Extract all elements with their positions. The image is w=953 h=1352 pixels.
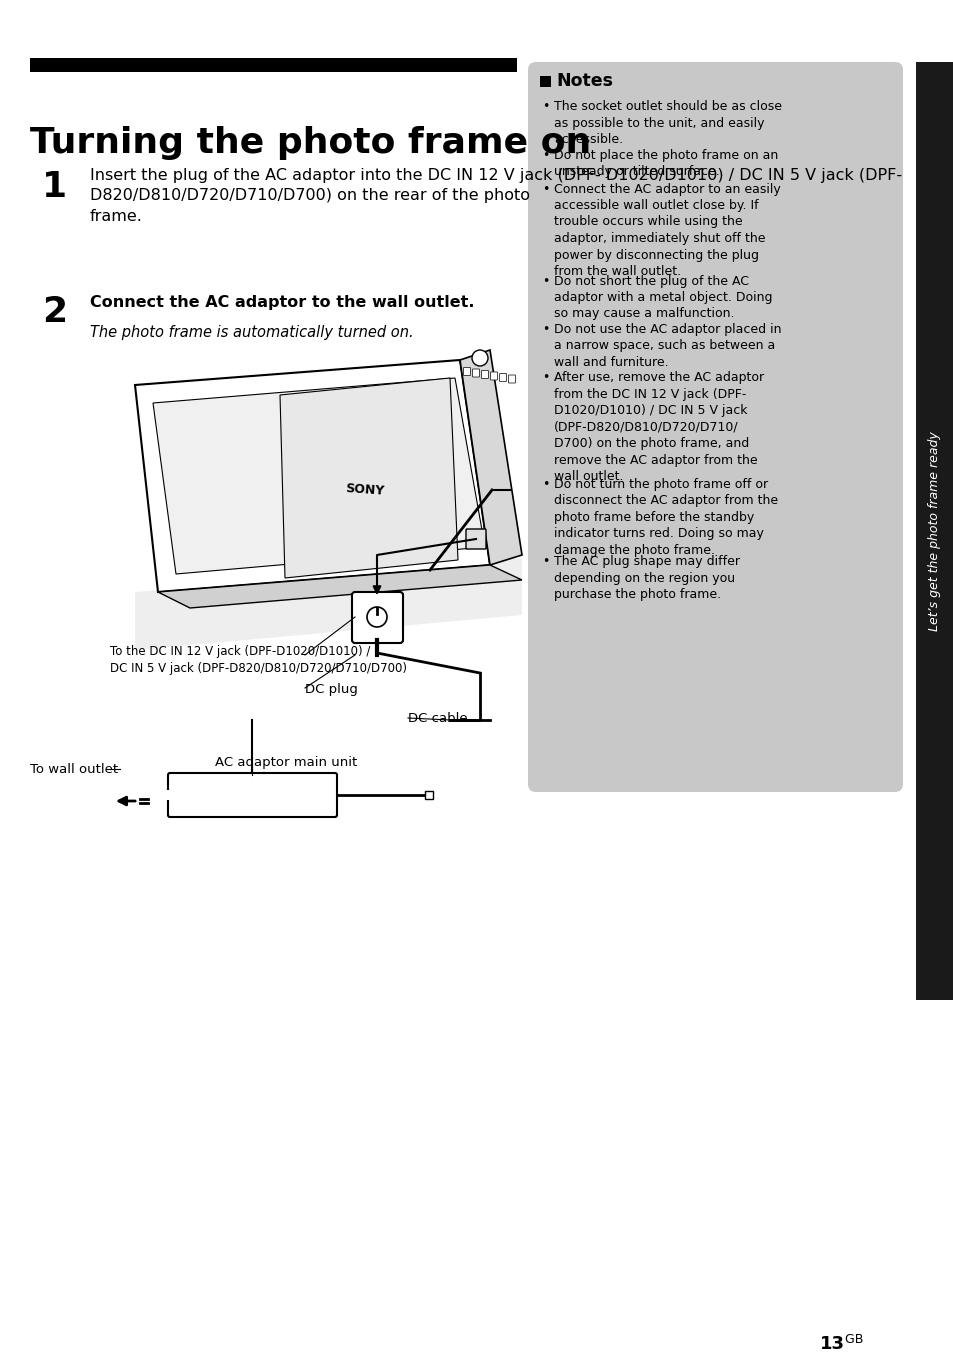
Bar	[148, 790, 170, 800]
FancyBboxPatch shape	[499, 373, 506, 381]
Polygon shape	[459, 350, 521, 565]
FancyBboxPatch shape	[490, 372, 497, 380]
Text: •: •	[541, 100, 549, 114]
Text: Connect the AC adaptor to an easily
accessible wall outlet close by. If
trouble : Connect the AC adaptor to an easily acce…	[554, 183, 780, 279]
Text: •: •	[541, 556, 549, 568]
Bar	[424, 791, 433, 799]
Polygon shape	[280, 379, 457, 579]
Text: •: •	[541, 323, 549, 337]
FancyBboxPatch shape	[472, 369, 479, 377]
Polygon shape	[135, 558, 521, 650]
Text: Connect the AC adaptor to the wall outlet.: Connect the AC adaptor to the wall outle…	[90, 295, 474, 310]
Text: Turning the photo frame on: Turning the photo frame on	[30, 126, 591, 160]
Text: To the DC IN 12 V jack (DPF-D1020/D1010) /
DC IN 5 V jack (DPF-D820/D810/D720/D7: To the DC IN 12 V jack (DPF-D1020/D1010)…	[110, 645, 407, 675]
Text: 13: 13	[820, 1334, 844, 1352]
Text: 2: 2	[42, 295, 67, 329]
Text: 1: 1	[42, 170, 67, 204]
Text: The photo frame is automatically turned on.: The photo frame is automatically turned …	[90, 324, 414, 339]
Text: DC cable: DC cable	[408, 713, 467, 725]
Text: Do not short the plug of the AC
adaptor with a metal object. Doing
so may cause : Do not short the plug of the AC adaptor …	[554, 274, 772, 320]
Text: •: •	[541, 274, 549, 288]
Text: •: •	[541, 479, 549, 491]
FancyBboxPatch shape	[527, 62, 902, 792]
Bar	[30, 58, 517, 72]
Text: The AC plug shape may differ
depending on the region you
purchase the photo fram: The AC plug shape may differ depending o…	[554, 556, 740, 602]
Circle shape	[472, 350, 488, 366]
Text: Do not use the AC adaptor placed in
a narrow space, such as between a
wall and f: Do not use the AC adaptor placed in a na…	[554, 323, 781, 369]
Text: DC plug: DC plug	[305, 683, 357, 696]
FancyBboxPatch shape	[352, 592, 402, 644]
Text: Do not turn the photo frame off or
disconnect the AC adaptor from the
photo fram: Do not turn the photo frame off or disco…	[554, 479, 778, 557]
Bar	[915, 62, 953, 1000]
Polygon shape	[152, 379, 484, 575]
Text: GB: GB	[841, 1333, 862, 1347]
Text: After use, remove the AC adaptor
from the DC IN 12 V jack (DPF-
D1020/D1010) / D: After use, remove the AC adaptor from th…	[554, 372, 763, 484]
Bar	[539, 76, 551, 87]
Text: Let’s get the photo frame ready: Let’s get the photo frame ready	[927, 431, 941, 631]
Circle shape	[367, 607, 387, 627]
FancyBboxPatch shape	[465, 529, 485, 549]
Text: Do not place the photo frame on an
unsteady or tilted surface.: Do not place the photo frame on an unste…	[554, 149, 778, 178]
Text: To wall outlet: To wall outlet	[30, 763, 118, 776]
Text: SONY: SONY	[345, 483, 384, 498]
FancyBboxPatch shape	[168, 773, 336, 817]
FancyBboxPatch shape	[463, 368, 470, 376]
Text: The socket outlet should be as close
as possible to the unit, and easily
accessi: The socket outlet should be as close as …	[554, 100, 781, 146]
FancyBboxPatch shape	[508, 375, 515, 383]
Polygon shape	[135, 360, 490, 592]
Polygon shape	[158, 565, 521, 608]
Text: •: •	[541, 183, 549, 196]
Text: •: •	[541, 149, 549, 161]
FancyBboxPatch shape	[481, 370, 488, 379]
Text: •: •	[541, 372, 549, 384]
Text: AC adaptor main unit: AC adaptor main unit	[214, 756, 356, 769]
Text: Insert the plug of the AC adaptor into the DC IN 12 V jack (DPF- D1020/D1010) / : Insert the plug of the AC adaptor into t…	[90, 168, 902, 224]
Text: Notes: Notes	[556, 72, 613, 91]
